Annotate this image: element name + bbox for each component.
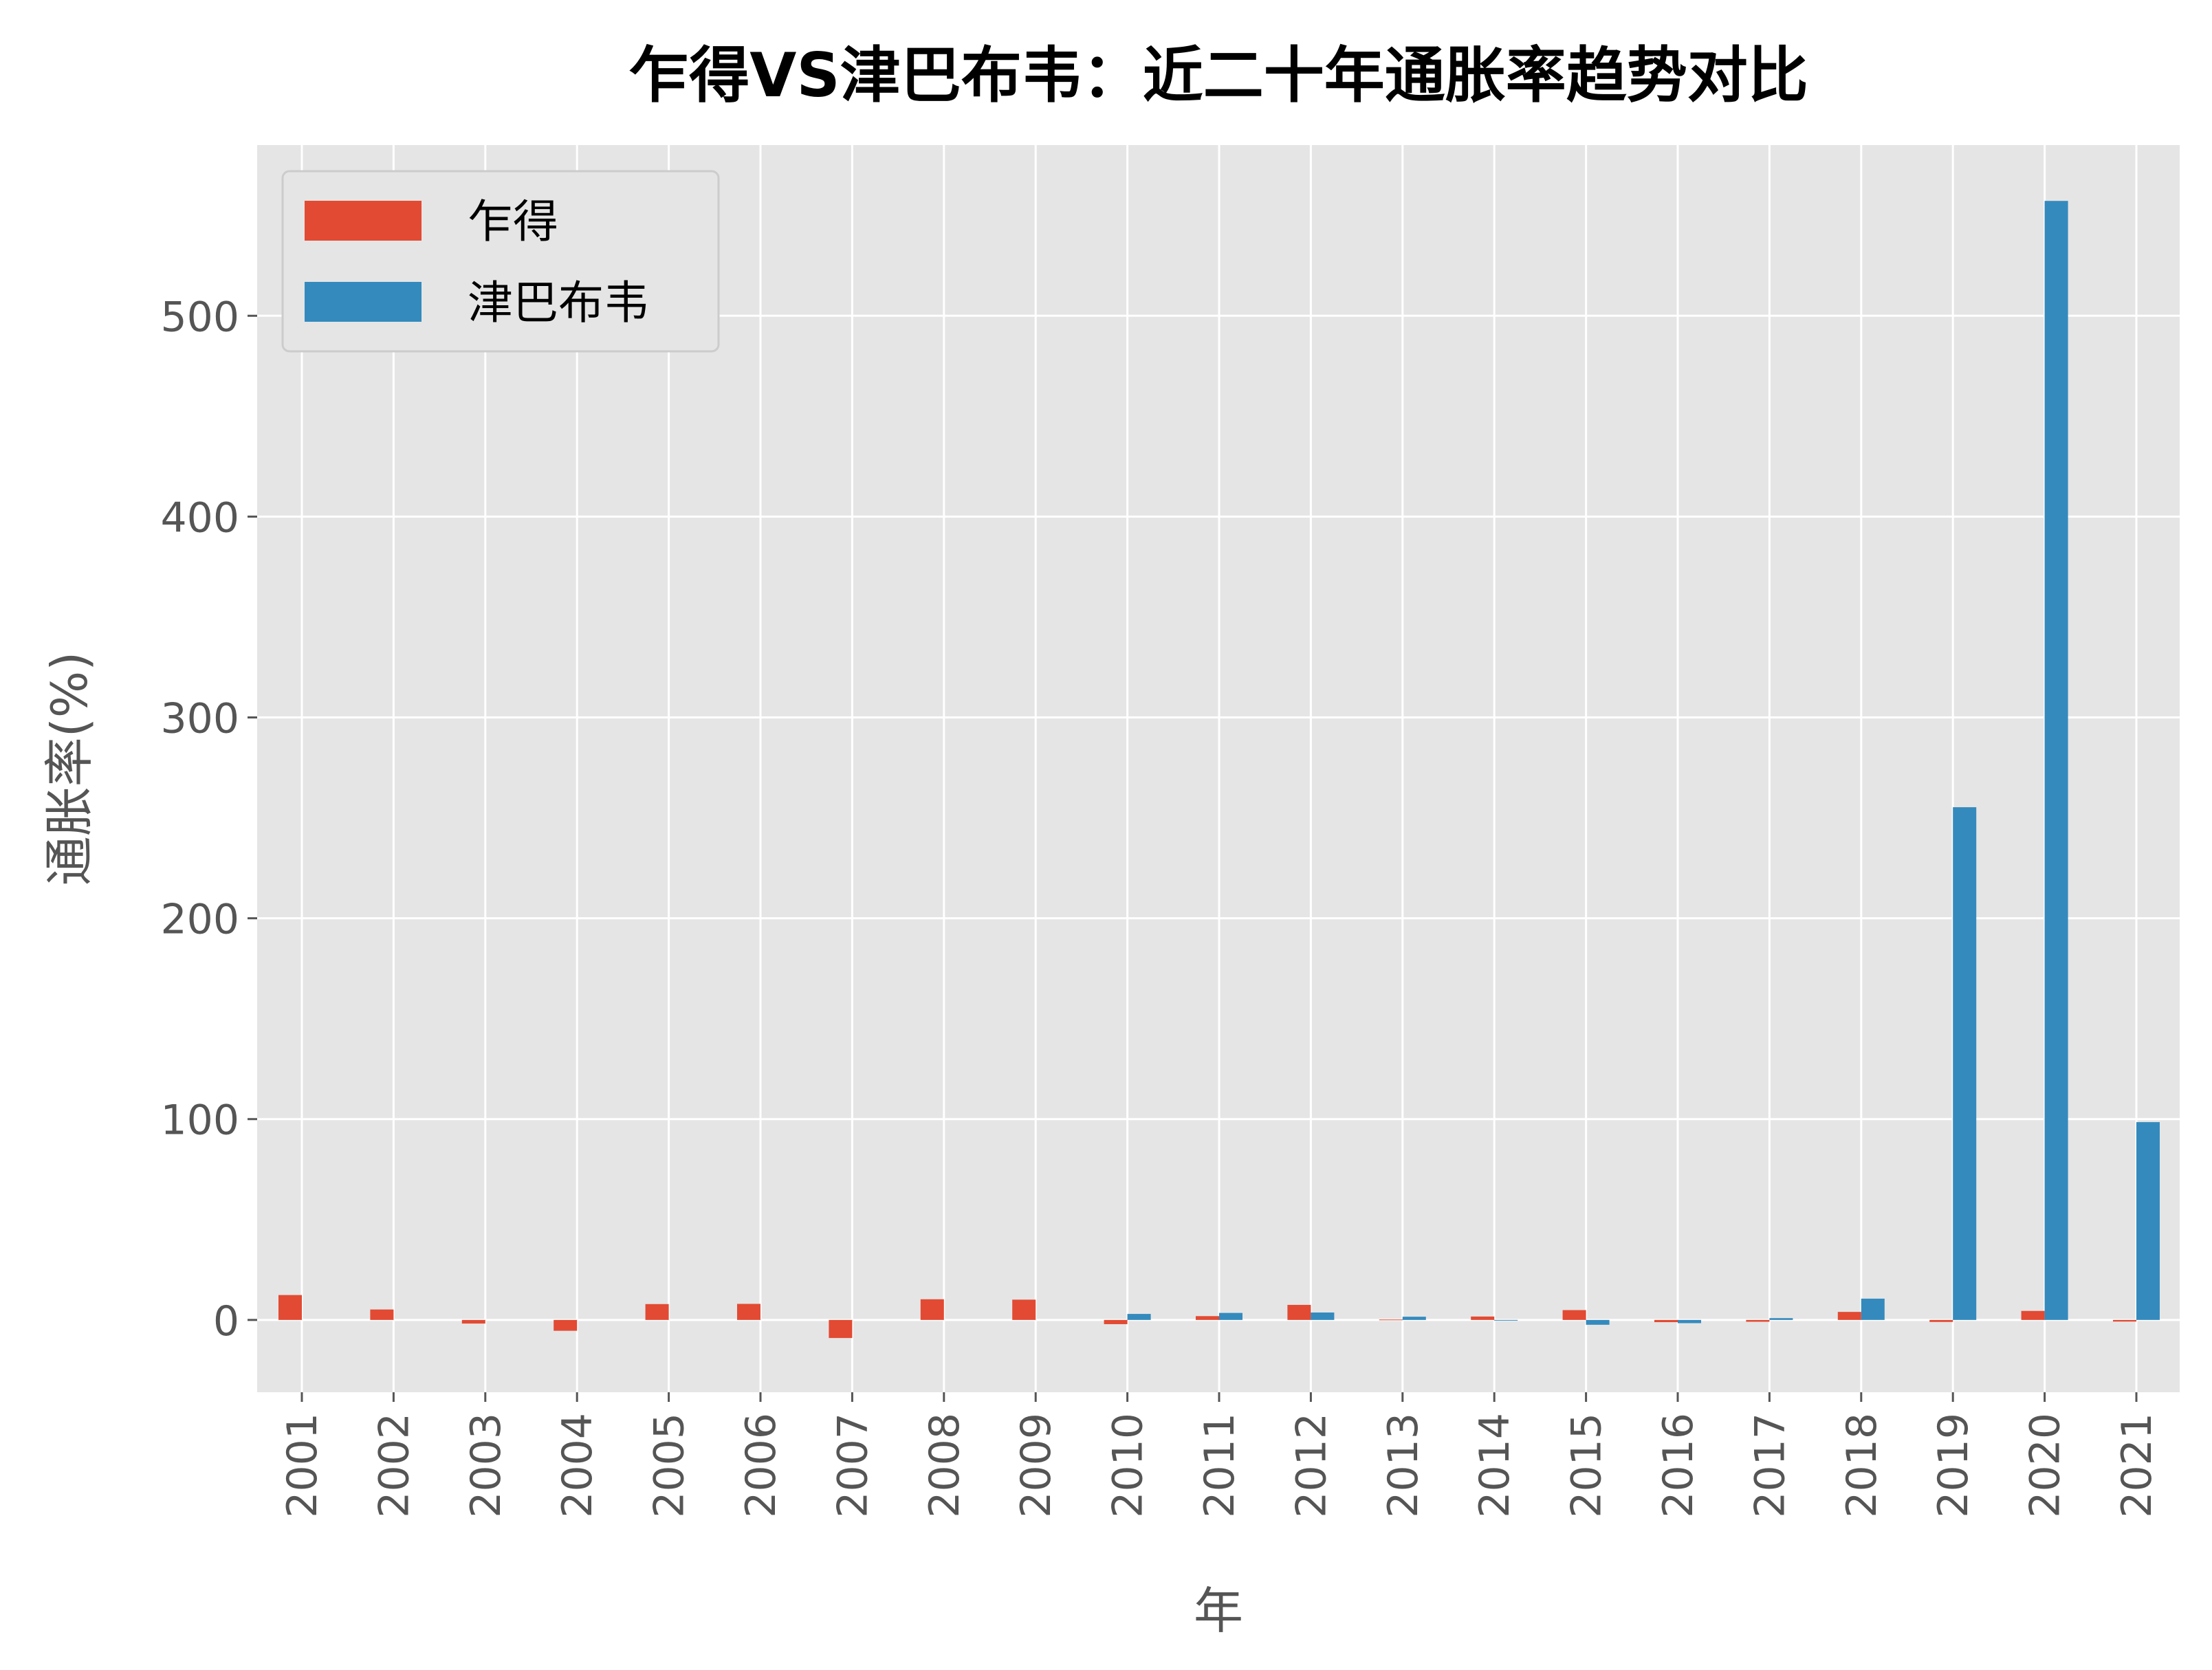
axes: 0 100 200 300 400 500 2001 2002 2003 2004 2005 2006… — [160, 293, 2161, 1517]
legend-label-chad: 乍得 — [468, 195, 558, 248]
bar-chad-2021 — [2113, 1319, 2136, 1322]
x-tick-label: 2001 — [278, 1413, 327, 1518]
bar-zimbabwe-2013 — [1402, 1317, 1426, 1320]
bar-chad-2013 — [1379, 1319, 1403, 1321]
x-tick-label: 2020 — [2022, 1413, 2070, 1518]
bar-zimbabwe-2019 — [1953, 807, 1977, 1320]
bar-chad-2006 — [737, 1304, 760, 1320]
bar-zimbabwe-2015 — [1586, 1319, 1610, 1325]
bar-chad-2002 — [370, 1309, 394, 1320]
x-tick-label: 2002 — [370, 1413, 418, 1518]
bar-chad-2001 — [278, 1295, 302, 1320]
bar-chad-2018 — [1837, 1312, 1861, 1320]
x-tick-label: 2008 — [921, 1413, 969, 1518]
y-tick-label: 400 — [160, 494, 239, 542]
bar-chad-2010 — [1104, 1319, 1128, 1324]
x-axis-label: 年 — [1194, 1582, 1243, 1640]
x-tick-label: 2003 — [462, 1413, 510, 1518]
x-tick-label: 2016 — [1654, 1413, 1702, 1518]
bar-chad-2020 — [2021, 1310, 2045, 1320]
bar-chad-2003 — [461, 1319, 485, 1324]
bar-zimbabwe-2010 — [1127, 1314, 1151, 1320]
bar-zimbabwe-2012 — [1311, 1312, 1335, 1320]
bar-chad-2005 — [645, 1304, 669, 1320]
x-tick-label: 2006 — [737, 1413, 785, 1518]
x-tick-label: 2010 — [1104, 1413, 1152, 1518]
bar-zimbabwe-2016 — [1678, 1319, 1701, 1323]
legend-swatch-zimbabwe — [305, 282, 421, 322]
bar-chad-2017 — [1746, 1319, 1770, 1322]
bars — [278, 201, 2160, 1339]
bar-chad-2011 — [1196, 1316, 1219, 1320]
legend-swatch-chad — [305, 201, 421, 241]
bar-chad-2015 — [1562, 1310, 1586, 1320]
y-tick-label: 200 — [160, 896, 239, 944]
x-tick-label: 2018 — [1838, 1413, 1886, 1518]
chart-title: 乍得VS津巴布韦：近二十年通胀率趋势对比 — [628, 40, 1808, 111]
y-tick-label: 500 — [160, 293, 239, 341]
bar-zimbabwe-2014 — [1494, 1319, 1518, 1321]
x-tick-label: 2011 — [1196, 1413, 1244, 1518]
bar-zimbabwe-2021 — [2136, 1122, 2160, 1320]
bar-zimbabwe-2020 — [2044, 201, 2068, 1320]
bar-chad-2019 — [1929, 1319, 1953, 1322]
bar-zimbabwe-2017 — [1769, 1318, 1793, 1320]
x-tick-label: 2004 — [554, 1413, 602, 1518]
bar-chad-2009 — [1012, 1299, 1036, 1320]
bar-chad-2014 — [1471, 1316, 1495, 1320]
bar-chad-2012 — [1287, 1304, 1311, 1320]
x-tick-label: 2013 — [1379, 1413, 1427, 1518]
x-tick-label: 2012 — [1287, 1413, 1335, 1518]
bar-chad-2016 — [1654, 1319, 1678, 1323]
x-tick-label: 2014 — [1471, 1413, 1519, 1518]
bar-chad-2004 — [554, 1319, 578, 1331]
y-axis-label: 通胀率(%) — [41, 652, 98, 886]
bar-zimbabwe-2011 — [1219, 1312, 1242, 1320]
x-tick-label: 2009 — [1012, 1413, 1060, 1518]
y-tick-label: 300 — [160, 695, 239, 743]
x-tick-label: 2015 — [1563, 1413, 1611, 1518]
bar-zimbabwe-2018 — [1861, 1298, 1885, 1320]
x-tick-label: 2017 — [1746, 1413, 1794, 1518]
x-tick-label: 2021 — [2113, 1413, 2161, 1518]
x-tick-label: 2007 — [829, 1413, 877, 1518]
bar-chad-2008 — [920, 1299, 944, 1320]
legend: 乍得 津巴布韦 — [281, 170, 720, 353]
x-tick-label: 2019 — [1929, 1413, 1978, 1518]
y-tick-label: 100 — [160, 1097, 239, 1145]
x-tick-label: 2005 — [646, 1413, 694, 1518]
y-tick-label: 0 — [213, 1297, 239, 1345]
bar-chad-2007 — [829, 1319, 853, 1339]
legend-label-zimbabwe: 津巴布韦 — [468, 276, 649, 329]
